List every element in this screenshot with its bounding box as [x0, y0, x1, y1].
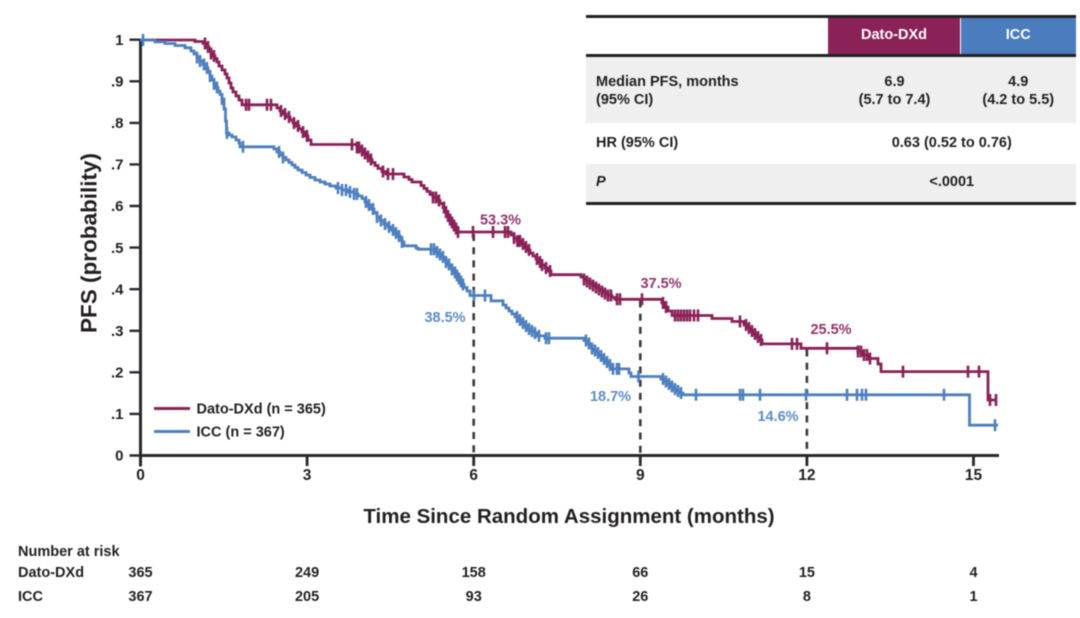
svg-text:4: 4: [969, 565, 977, 581]
svg-text:158: 158: [462, 565, 486, 581]
svg-text:367: 367: [128, 589, 152, 605]
svg-text:Dato-DXd: Dato-DXd: [18, 565, 84, 581]
svg-text:3: 3: [303, 467, 312, 484]
svg-text:37.5%: 37.5%: [640, 276, 681, 292]
svg-text:66: 66: [632, 565, 648, 581]
svg-text:25.5%: 25.5%: [810, 322, 851, 338]
svg-text:0: 0: [136, 467, 145, 484]
svg-text:205: 205: [295, 589, 319, 605]
svg-text:.1: .1: [111, 406, 124, 423]
svg-text:.5: .5: [111, 240, 124, 257]
svg-text:Time Since Random Assignment (: Time Since Random Assignment (months): [363, 505, 774, 528]
svg-text:.9: .9: [111, 74, 124, 91]
svg-text:0: 0: [115, 448, 123, 465]
svg-text:6: 6: [469, 467, 478, 484]
svg-text:.7: .7: [111, 157, 124, 174]
svg-text:249: 249: [295, 565, 319, 581]
svg-text:.3: .3: [111, 323, 124, 340]
svg-text:1: 1: [969, 589, 977, 605]
svg-text:18.7%: 18.7%: [590, 389, 631, 405]
svg-text:14.6%: 14.6%: [757, 409, 798, 425]
svg-text:53.3%: 53.3%: [480, 213, 521, 229]
svg-text:Dato-DXd (n = 365): Dato-DXd (n = 365): [197, 402, 326, 418]
svg-text:PFS (probability): PFS (probability): [77, 153, 102, 333]
svg-text:38.5%: 38.5%: [424, 310, 465, 326]
svg-text:.4: .4: [111, 281, 124, 298]
svg-text:ICC: ICC: [18, 589, 44, 605]
svg-text:15: 15: [799, 565, 815, 581]
svg-text:26: 26: [632, 589, 648, 605]
svg-text:ICC (n = 367): ICC (n = 367): [197, 425, 285, 441]
svg-text:12: 12: [798, 467, 815, 484]
svg-text:.2: .2: [111, 365, 124, 382]
svg-text:1: 1: [115, 32, 123, 49]
svg-text:.8: .8: [111, 115, 124, 132]
svg-text:9: 9: [636, 467, 645, 484]
svg-text:365: 365: [128, 565, 152, 581]
svg-text:.6: .6: [111, 198, 124, 215]
svg-text:Number at risk: Number at risk: [18, 544, 120, 560]
svg-text:8: 8: [803, 589, 811, 605]
svg-text:15: 15: [965, 467, 983, 484]
svg-text:93: 93: [466, 589, 482, 605]
